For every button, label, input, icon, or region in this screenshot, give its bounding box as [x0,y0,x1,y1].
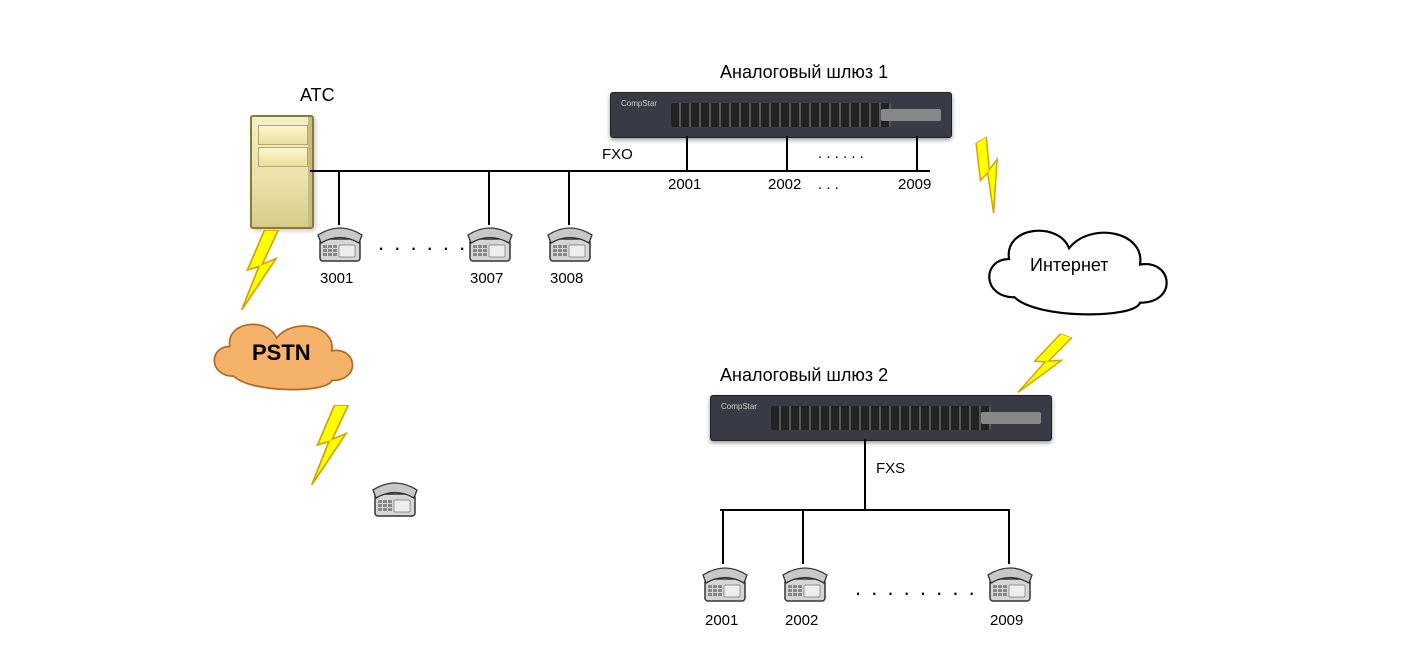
gateway1-label: Аналоговый шлюз 1 [720,62,888,83]
phone-b1-icon [700,565,750,605]
gw1-port-a: 2001 [668,176,701,193]
gw1-port-dots-a: . . . [818,176,839,193]
fxs-label: FXS [876,460,905,477]
gw2-stem-line [864,439,866,509]
gw1-port-c: 2009 [898,176,931,193]
drop-t2-line [488,170,490,225]
fxo-riser-2 [786,136,788,170]
fxo-riser-1 [686,136,688,170]
fxo-riser-3 [916,136,918,170]
atc-server-icon [250,115,314,229]
bus-top-line [310,170,930,172]
phone-3008-label: 3008 [550,270,583,287]
internet-label: Интернет [1030,255,1109,276]
phone-b1-label: 2001 [705,612,738,629]
gateway2-brand-label: CompStar [721,402,757,411]
bolt-internet-gw2-icon [1010,324,1081,407]
bolt-gw1-internet-icon [947,130,1034,221]
drop-t3-line [568,170,570,225]
gw1-port-b: 2002 [768,176,801,193]
phone-3007-icon [465,225,515,265]
gw1-port-dots-b: . . . . . . [818,145,864,162]
fxo-label: FXO [602,146,633,163]
gateway2-label: Аналоговый шлюз 2 [720,365,888,386]
top-phones-dots: . . . . . . [378,230,467,256]
phone-b3-icon [985,565,1035,605]
phone-b2-icon [780,565,830,605]
atc-label: АТС [300,85,335,106]
gateway2-device-icon: CompStar [710,395,1052,441]
phone-b3-label: 2009 [990,612,1023,629]
phone-3008-icon [545,225,595,265]
drop-t1-line [338,170,340,225]
bolt-pstn-phone-icon [310,405,350,485]
bus-bottom-line [720,509,1010,511]
phone-3007-label: 3007 [470,270,503,287]
phone-3001-icon [315,225,365,265]
gateway1-brand-label: CompStar [621,99,657,108]
drop-b3-line [1008,509,1010,564]
drop-b1-line [722,509,724,564]
pstn-label: PSTN [252,340,311,366]
bottom-phones-dots: . . . . . . . . [855,575,977,601]
pstn-phone-icon [370,480,420,520]
phone-3001-label: 3001 [320,270,353,287]
gateway1-device-icon: CompStar [610,92,952,138]
phone-b2-label: 2002 [785,612,818,629]
drop-b2-line [802,509,804,564]
bolt-atc-pstn-icon [240,230,280,310]
